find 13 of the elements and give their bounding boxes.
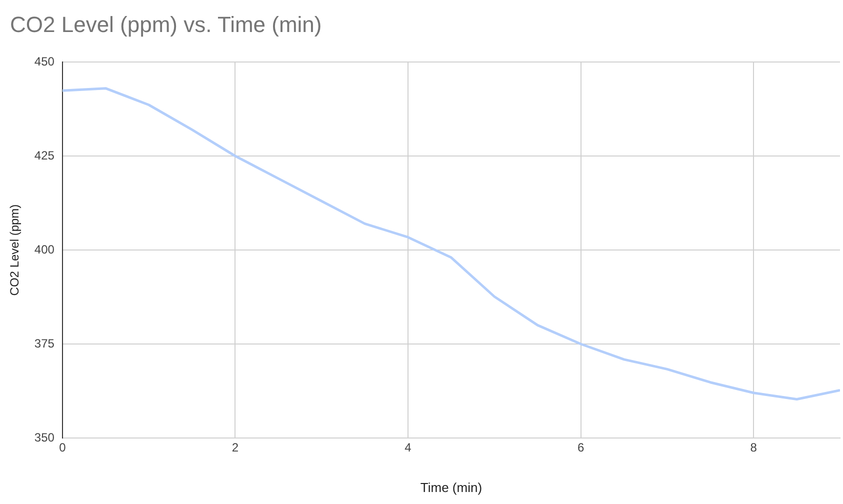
chart-title: CO2 Level (ppm) vs. Time (min) xyxy=(10,12,322,38)
x-axis-title: Time (min) xyxy=(420,480,482,495)
y-tick-label: 425 xyxy=(34,148,55,162)
x-tick-label: 4 xyxy=(404,440,412,455)
x-tick-label: 6 xyxy=(577,440,584,455)
y-tick-label: 375 xyxy=(34,336,55,350)
x-tick-label: 0 xyxy=(59,440,66,455)
y-tick-label: 450 xyxy=(34,54,55,68)
y-tick-label: 400 xyxy=(34,242,55,256)
y-axis-title: CO2 Level (ppm) xyxy=(8,204,22,296)
y-tick-label: 350 xyxy=(34,430,55,444)
x-tick-label: 8 xyxy=(750,440,758,455)
x-tick-label: 2 xyxy=(232,440,239,455)
